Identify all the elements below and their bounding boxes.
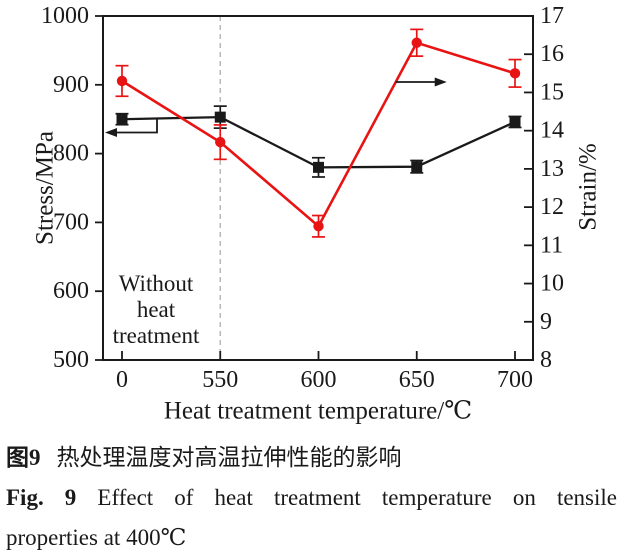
caption-en-text-1: Effect of heat treatment temperature on …	[97, 485, 617, 510]
caption-en-text-2: properties at 400℃	[6, 525, 187, 550]
right-axis-tick-label: 13	[540, 156, 564, 182]
caption-line-english-2: properties at 400℃	[6, 518, 617, 554]
caption-cn-text: 热处理温度对高温拉伸性能的影响	[56, 445, 402, 470]
figure-number-cn: 图9	[6, 445, 41, 470]
x-axis-tick-label: 650	[399, 367, 435, 393]
chart-canvas: 1000 900 800 700 600 500 17 16 15 14 13 12 11 10 9 8 0 55…	[32, 3, 602, 425]
figure-number-en: Fig. 9	[6, 485, 77, 510]
figure-caption: 图9 热处理温度对高温拉伸性能的影响 Fig. 9 Effect of heat …	[0, 430, 626, 554]
right-axis-tick-label: 15	[540, 79, 564, 105]
left-axis-tick-label: 900	[53, 72, 89, 98]
right-axis-arrow	[395, 77, 447, 87]
right-axis-tick-label: 8	[540, 347, 552, 373]
left-axis-tick-label: 600	[53, 278, 89, 304]
right-axis-tick-label: 17	[540, 3, 564, 29]
left-axis-arrow	[105, 118, 158, 137]
right-axis-tick-label: 16	[540, 41, 564, 67]
left-axis-tick-label: 500	[53, 347, 89, 373]
stress-data-point	[116, 113, 128, 125]
without-heat-treatment-label: Without heat treatment	[113, 271, 200, 348]
right-axis-tick-label: 12	[540, 194, 564, 220]
right-axis-tick-label: 10	[540, 271, 564, 297]
stress-series	[115, 105, 522, 178]
right-axis-title: Strain/%	[575, 143, 602, 231]
strain-data-point	[215, 136, 226, 148]
x-axis-tick-label: 0	[116, 367, 128, 393]
strain-series	[115, 28, 522, 238]
stress-data-point	[214, 111, 226, 123]
caption-line-english-1: Fig. 9 Effect of heat treatment temperat…	[6, 478, 617, 518]
right-axis-tick-label: 14	[540, 118, 564, 144]
stress-data-point	[313, 161, 324, 173]
left-axis-tick-label: 700	[53, 209, 89, 235]
strain-data-point	[411, 37, 422, 48]
caption-line-chinese: 图9 热处理温度对高温拉伸性能的影响	[6, 438, 617, 478]
tensile-properties-chart: 1000 900 800 700 600 500 17 16 15 14 13 12 11 10 9 8 0 55…	[32, 3, 602, 425]
stress-data-point	[509, 116, 521, 128]
right-axis-tick-label: 11	[540, 232, 563, 258]
strain-data-point	[313, 221, 324, 232]
left-axis-title: Stress/MPa	[32, 131, 59, 245]
x-axis-title: Heat treatment temperature/℃	[164, 398, 472, 425]
strain-series-line	[121, 41, 516, 229]
left-arrowhead-icon	[105, 127, 117, 137]
left-axis-tick-label: 800	[53, 141, 89, 167]
left-axis-tick-label: 1000	[41, 3, 89, 29]
strain-data-point	[116, 75, 128, 87]
stress-data-point	[411, 161, 423, 173]
strain-data-point	[509, 68, 521, 79]
x-axis-tick-label: 550	[202, 367, 238, 393]
right-axis-tick-label: 9	[540, 309, 552, 335]
x-axis-tick-label: 700	[497, 367, 533, 393]
right-arrowhead-icon	[434, 77, 447, 87]
x-axis-tick-label: 600	[301, 367, 337, 393]
